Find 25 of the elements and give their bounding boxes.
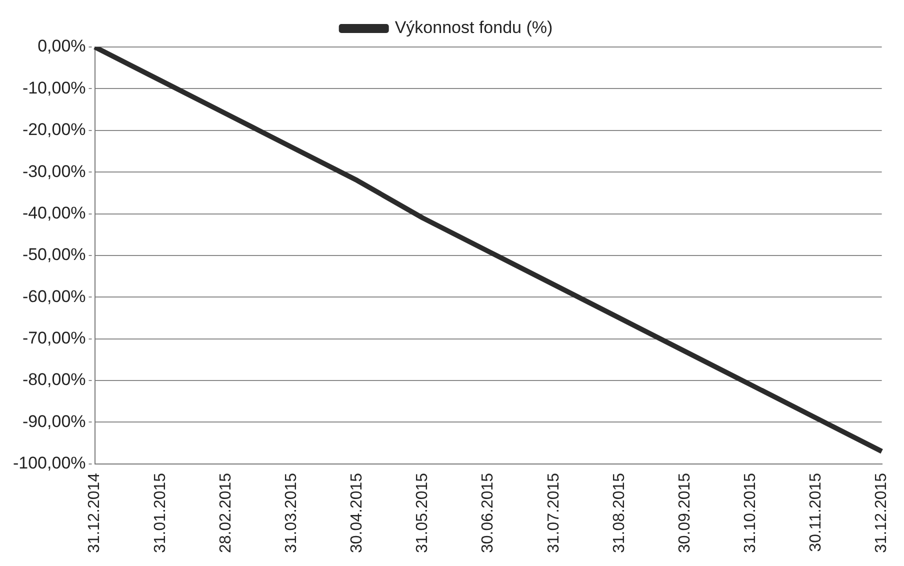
y-tick-label: -80,00% [22, 370, 86, 390]
y-tick-label: 0,00% [38, 36, 86, 56]
x-tick-label: 30.09.2015 [676, 472, 694, 553]
x-tick-label: 31.12.2014 [86, 472, 104, 553]
y-tick-label: -20,00% [22, 120, 86, 140]
x-tick-label: 28.02.2015 [217, 472, 234, 553]
y-tick-label: -100,00% [12, 454, 86, 473]
y-tick-label: -30,00% [22, 162, 86, 181]
x-tick-label: 30.04.2015 [348, 472, 366, 553]
x-tick-label: 31.03.2015 [282, 472, 300, 553]
y-tick-label: -60,00% [22, 286, 86, 306]
x-tick-label: 30.06.2015 [480, 472, 497, 553]
x-tick-label: 31.05.2015 [414, 472, 432, 553]
y-tick-label: -50,00% [22, 245, 86, 264]
y-tick-label: -40,00% [22, 203, 86, 222]
x-tick-label: 31.07.2015 [545, 472, 562, 553]
x-tick-label: 31.12.2015 [873, 472, 890, 553]
y-tick-label: -10,00% [22, 78, 86, 98]
x-tick-label: 30.11.2015 [808, 472, 825, 552]
x-tick-label: 31.01.2015 [152, 472, 169, 553]
x-tick-label: 31.10.2015 [742, 472, 760, 553]
y-tick-label: -70,00% [22, 328, 86, 348]
x-tick-label: 31.08.2015 [610, 472, 628, 553]
legend-label: Výkonnost fondu (%) [394, 18, 553, 38]
y-tick-label: -90,00% [22, 412, 86, 431]
